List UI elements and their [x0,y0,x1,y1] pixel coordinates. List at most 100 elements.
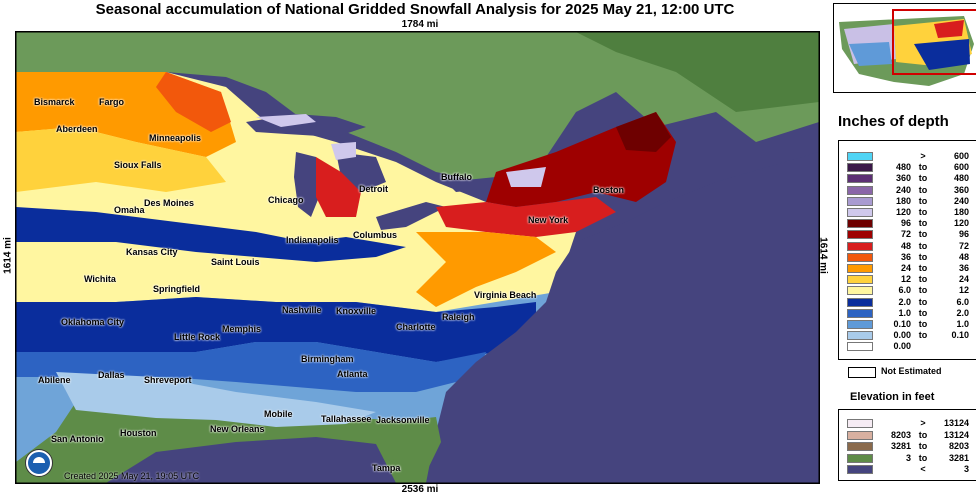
legend-connector: > [920,418,926,428]
city-label: Mobile [264,409,293,419]
legend-swatch [847,185,873,195]
snow-48-72-michigan [316,157,361,217]
legend-row: 48 to 72 [847,241,975,252]
city-label: Oklahoma City [61,317,125,327]
legend-high-value: 3281 [948,452,969,463]
city-label: Buffalo [441,172,472,182]
legend-high-value: 180 [953,207,969,217]
city-label: Springfield [153,284,200,294]
legend-low-value: 0.00 [893,330,911,341]
legend-connector: > [920,151,926,161]
city-label: Saint Louis [211,257,260,267]
snow-120-180-adirondack [506,167,546,187]
city-label: Columbus [353,230,397,240]
legend-row: 6.0 to 12 [847,285,975,296]
legend-connector: to [918,173,928,184]
legend-swatch [847,308,873,318]
city-label: Charlotte [396,322,436,332]
legend-connector: to [918,251,928,262]
legend-swatch [847,286,873,296]
not-estimated-label: Not Estimated [881,366,942,376]
legend-high-value: 96 [958,229,969,240]
legend-low-value: 6.0 [898,285,911,296]
legend-swatch [847,430,873,440]
city-label: Little Rock [174,332,221,342]
city-label: Sioux Falls [114,160,162,170]
legend-high-value: 8203 [948,441,969,451]
lake-erie [376,202,446,230]
city-label: Birmingham [301,354,354,364]
gulf-of-mexico [106,437,396,483]
legend-high-value: 600 [953,151,969,161]
legend-row: 0.10 to 1.0 [847,319,975,330]
legend-high-value: 6.0 [956,296,969,307]
city-label: Raleigh [442,312,475,322]
city-label: Kansas City [126,247,178,257]
elevation-legend: >13124 8203 to 13124 3281 to 8203 3 to 3281 <3 [838,409,976,481]
legend-swatch [847,163,873,173]
legend-high-value: 120 [953,218,969,229]
snow-2-6-band-midwest [16,207,406,262]
city-label: Tallahassee [321,414,372,424]
snow-120-180-up [256,114,316,127]
map-title: Seasonal accumulation of National Gridde… [95,1,735,18]
city-label: Knoxville [336,306,377,316]
legend-high-value: 13124 [943,429,969,440]
city-label: New York [528,215,569,225]
legend-row: 96 to 120 [847,218,975,229]
legend-low-value: 3281 [890,441,911,451]
city-label: Tampa [372,463,401,473]
legend-low-value: 48 [900,240,911,251]
legend-swatch [847,152,873,161]
florida [376,417,441,483]
legend-row: 72 to 96 [847,229,975,240]
legend-connector: to [918,307,928,318]
legend-swatch [847,230,873,240]
legend-swatch [847,342,873,352]
legend-connector: to [918,274,928,285]
city-label: Atlanta [337,369,368,379]
snow-12-24-dakota [16,127,226,192]
legend-low-value: 0.00 [893,341,911,352]
legend-row: >13124 [847,418,975,429]
bottom-distance-label: 2536 mi [401,484,439,495]
city-label: Virginia Beach [474,290,537,300]
legend-swatch [847,419,873,428]
city-label: Shreveport [144,375,192,385]
legend-row: <3 [847,464,975,475]
legend-swatch [847,442,873,451]
legend-low-value: 1.0 [898,307,911,318]
city-label: Chicago [268,195,304,205]
city-label: Omaha [114,205,145,215]
legend-high-value: 12 [958,285,969,296]
legend-high-value: 600 [953,162,969,173]
snow-2-6-band-south [16,297,536,362]
elevation-title: Elevation in feet [850,391,935,403]
gulf-coast-trace [56,372,376,427]
legend-swatch [847,208,873,217]
legend-row: 180 to 240 [847,196,975,207]
top-distance-label: 1784 mi [401,19,439,30]
legend-swatch [847,241,873,251]
legend-swatch [847,174,873,184]
legend-swatch [847,275,873,285]
snowfall-map[interactable]: Bismarck Fargo Aberdeen Minneapolis Sioux Fa… [15,31,820,484]
city-label: Indianapolis [286,235,339,245]
legend-connector: to [918,195,928,206]
legend-high-value: 36 [958,263,969,273]
locator-inset-map[interactable] [833,3,976,93]
legend-row: 0.00 to 0.10 [847,330,975,341]
legend-low-value: 3 [905,452,911,463]
legend-swatch [847,331,873,341]
legend-swatch [847,219,873,229]
legend-connector: to [918,285,928,296]
legend-connector: < [920,464,926,474]
city-label: Memphis [222,324,262,334]
snow-1-2-band [16,342,486,392]
hudson-shading [576,32,819,112]
snow-120-180-mi [331,142,356,160]
legend-low-value: 180 [895,195,911,206]
city-label: Abilene [38,375,71,385]
legend-row: 8203 to 13124 [847,430,975,441]
inset-frame [892,9,976,75]
